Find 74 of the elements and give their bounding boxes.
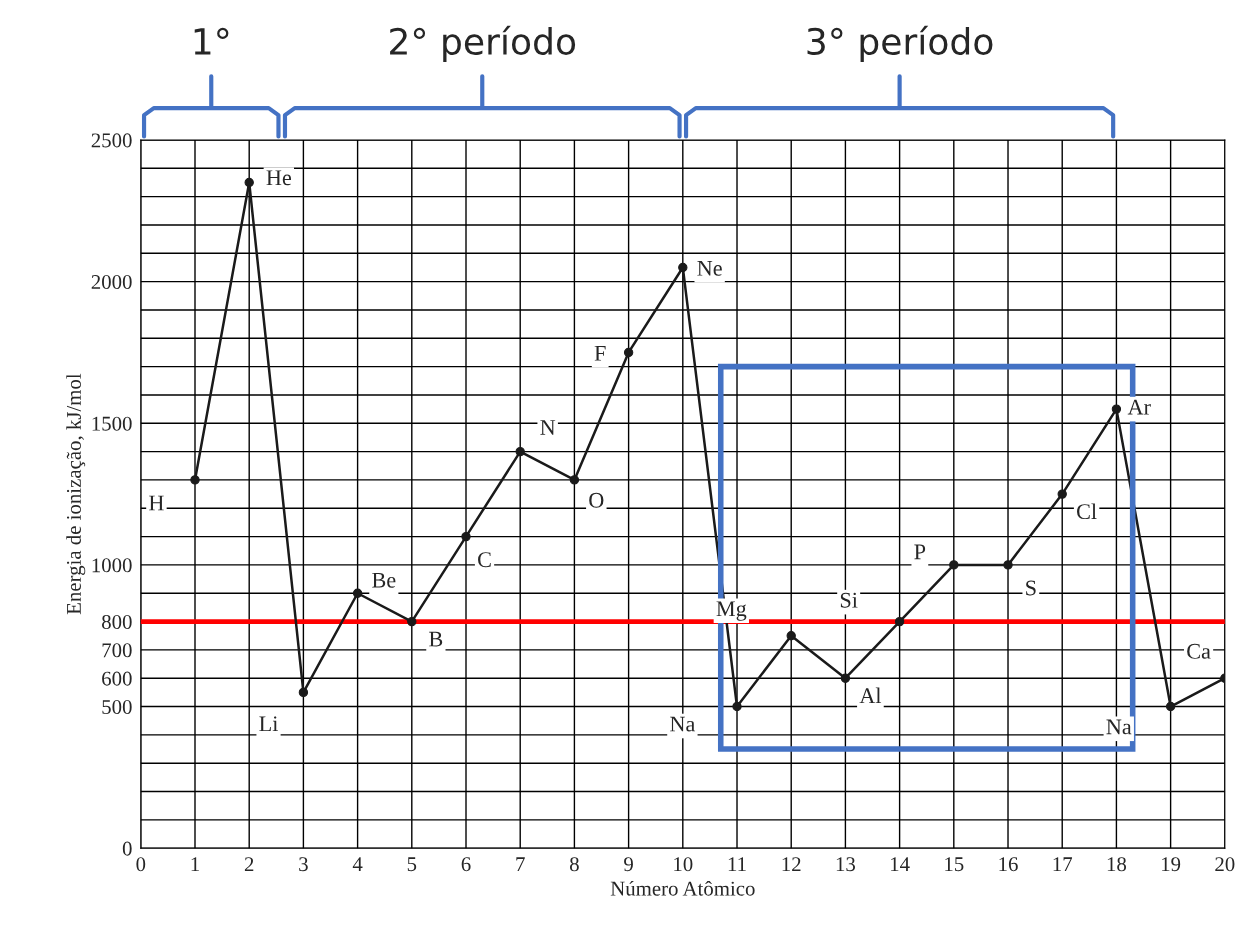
annotation: H [149,495,164,511]
x-tick-label: 12 [782,857,801,871]
x-tick-label: 13 [836,857,856,872]
annotation: Na [1106,719,1132,735]
x-tick-label: 0 [136,857,146,872]
point [732,701,742,712]
x-tick-label: 9 [624,857,633,872]
point [461,531,471,542]
point [1003,560,1013,570]
x-tick-label: 11 [728,857,746,871]
x-tick-label: 19 [1162,857,1181,872]
annotation: S [1026,580,1036,596]
text: 2° período [390,25,576,63]
x-tick-label: 5 [407,857,417,872]
point [1057,489,1067,499]
x-tick-label: 7 [516,857,525,871]
point [190,475,200,485]
x-axis-title: Número Atômico [610,880,755,896]
y-tick-label: 600 [102,671,132,686]
x-tick-label: 3 [299,857,308,872]
annotation: C [478,552,491,568]
y-tick-label: 800 [102,614,132,630]
x-tick-label: 6 [461,857,471,872]
point [840,673,851,683]
point [244,177,254,188]
point [407,616,417,627]
annotation: Al [859,687,882,704]
annotation: Ne [697,261,722,276]
x-tick-label: 10 [674,857,693,872]
point [894,616,905,627]
annotation: O [589,492,604,508]
point [1165,701,1176,712]
point [949,560,959,570]
x-tick-label: 18 [1107,857,1127,872]
annotation: He [266,170,292,186]
point [569,475,580,485]
annotation: P [914,544,926,560]
y-tick-label: 2500 [91,133,132,148]
point [623,347,634,358]
x-tick-label: 8 [569,857,579,872]
annotation: Li [259,716,278,732]
x-tick-label: 15 [945,857,964,872]
annotation: Ar [1127,399,1151,415]
y-tick-label: 700 [102,643,132,658]
annotation: N [540,420,556,435]
x-tick-label: 4 [352,857,363,871]
x-tick-label: 17 [1053,857,1073,871]
point [298,687,309,698]
y-tick-label: 1500 [92,416,132,431]
annotation: Be [372,572,396,588]
x-tick-label: 1 [191,857,199,871]
annotation: Cl [1077,503,1097,520]
x-tick-label: 14 [891,857,910,871]
x-tick-label: 20 [1215,857,1235,872]
point [515,446,525,457]
annotation: Si [840,592,858,608]
annotation: Na [670,716,696,732]
point [1111,404,1122,414]
y-axis-title: Energia de ionização, kJ/mol [66,373,86,615]
y-tick-label: 2000 [91,275,132,290]
point [678,262,688,273]
y-tick-label: 0 [122,841,132,856]
annotation: B [429,631,443,647]
point [786,631,796,641]
point [352,588,363,598]
annotation: Mg [716,601,747,621]
x-tick-label: 2 [244,857,254,871]
y-tick-label: 500 [102,699,132,714]
annotation: Ca [1187,643,1211,659]
x-tick-label: 16 [999,857,1018,872]
y-tick-label: 1000 [92,558,132,573]
text: 3° período [807,25,993,63]
annotation: F [594,346,606,361]
text: 1° [194,27,229,55]
